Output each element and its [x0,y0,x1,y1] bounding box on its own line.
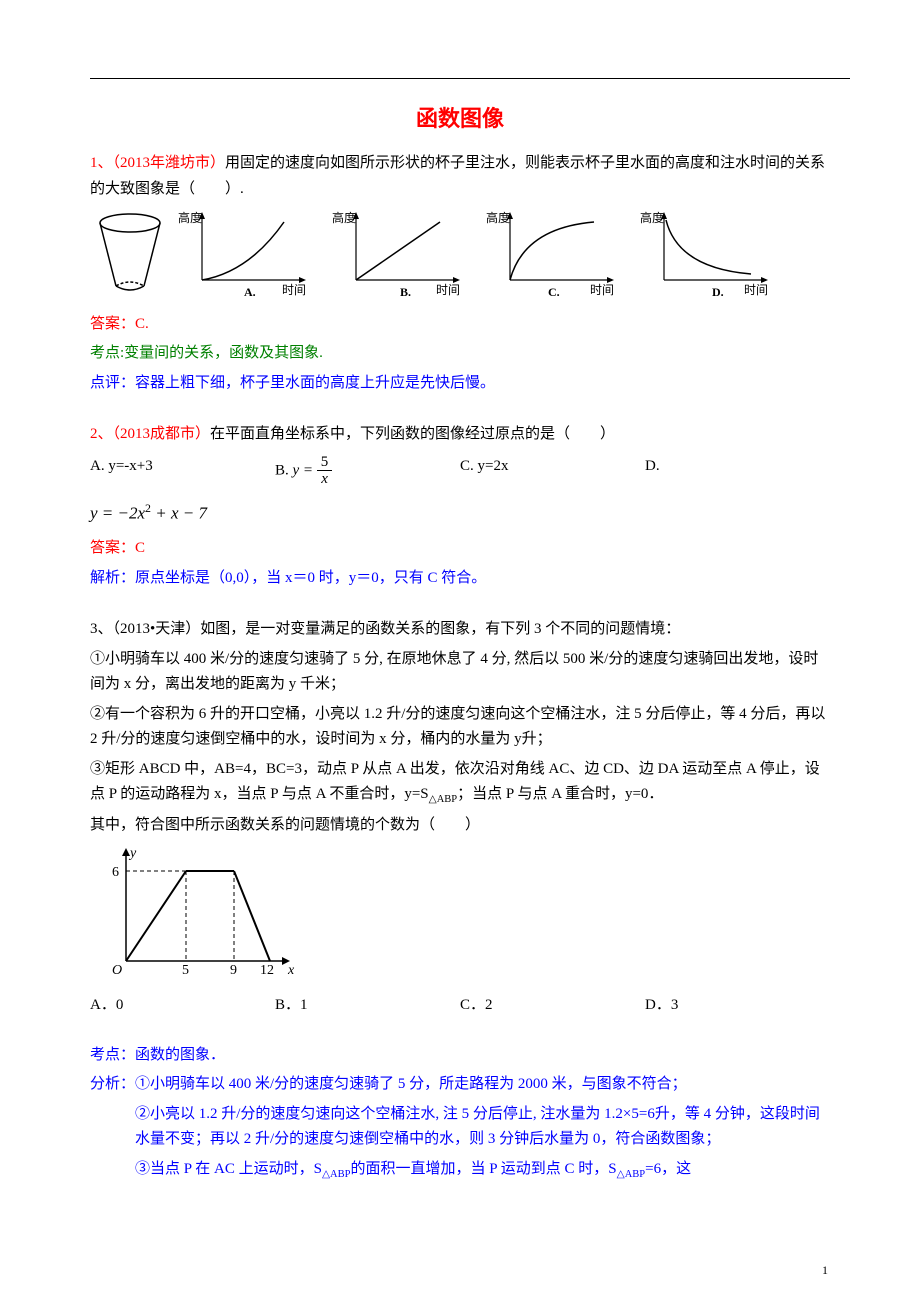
q3-fenxi3: ③当点 P 在 AC 上运动时，S△ABP的面积一直增加，当 P 运动到点 C … [90,1157,830,1184]
svg-text:O: O [112,963,122,978]
svg-text:5: 5 [182,963,189,978]
svg-text:C.: C. [548,285,560,298]
q3-opt-c: C．2 [460,993,645,1019]
q3-options: A．0 B．1 C．2 D．3 [90,993,830,1019]
q1-dianping-value: 容器上粗下细，杯子里水面的高度上升应是先快后慢。 [135,375,495,391]
q3-opt-b: B．1 [275,993,460,1019]
q3-prefix: 3、（2013•天津） [90,621,200,637]
page: 函数图像 1、（2013年潍坊市）用固定的速度向如图所示形状的杯子里注水，则能表… [0,0,920,1302]
q2-options: A. y=-x+3 B. y = 5 x C. y=2x D. [90,454,830,488]
q2-jiexi-label: 解析： [90,570,135,586]
svg-text:时间: 时间 [590,283,614,297]
q3-fenxi3-sub1: △ABP [322,1169,351,1180]
q3-kaodian: 考点：函数的图象．3718684 [90,1043,830,1069]
q2-opt-b: B. y = 5 x [275,454,460,488]
q1-opt-d: 高度 时间 D. [636,208,786,308]
q1-answer: 答案：C. [90,312,830,338]
q1-dianping: 点评：容器上粗下细，杯子里水面的高度上升应是先快后慢。 [90,371,830,397]
q2-answer: 答案：C [90,536,830,562]
q1-kaodian: 考点:变量间的关系，函数及其图象. [90,341,830,367]
q1-kaodian-label: 考点: [90,345,124,361]
q2-opt-b-eq: y = [293,462,314,478]
q3-opt-d: D．3 [645,993,830,1019]
svg-text:12: 12 [260,963,274,978]
q1-opt-a: 高度 时间 A. [174,208,324,308]
q2-answer-value: C [135,540,145,556]
svg-text:6: 6 [112,865,119,880]
q1-kaodian-value: 变量间的关系，函数及其图象. [124,345,323,361]
q1-figures: 高度 时间 A. 高度 时间 B. [90,208,830,308]
q2-opt-c: C. y=2x [460,454,645,488]
q2-jiexi: 解析：原点坐标是（0,0），当 x＝0 时，y＝0，只有 C 符合。 [90,566,830,592]
q2-prefix: 2、（2013成都市） [90,426,210,442]
q1-answer-value: C. [135,316,149,332]
svg-text:y: y [128,846,137,861]
q3-fenxi1-text: ①小明骑车以 400 米/分的速度匀速骑了 5 分，所走路程为 2000 米，与… [135,1076,687,1092]
q3-fenxi-label: 分析： [90,1076,135,1092]
q2-jiexi-value: 原点坐标是（0,0），当 x＝0 时，y＝0，只有 C 符合。 [135,570,486,586]
q2-opt-a: A. y=-x+3 [90,454,275,488]
svg-text:B.: B. [400,285,411,298]
q2-body: 在平面直角坐标系中，下列函数的图像经过原点的是（ ） [210,426,615,442]
q3-p3b: ；当点 P 与点 A 重合时，y=0． [457,786,663,802]
q3-body: 如图，是一对变量满足的函数关系的图象，有下列 3 个不同的问题情境： [200,621,680,637]
q3-fenxi3a: ③当点 P 在 AC 上运动时，S [135,1161,322,1177]
axis-x-label: 时间 [282,283,306,297]
svg-text:A.: A. [244,285,256,298]
q3-fenxi2: ②小亮以 1.2 升/分的速度匀速向这个空桶注水, 注 5 分后停止, 注水量为… [90,1102,830,1153]
q1-cup [90,208,170,308]
svg-text:9: 9 [230,963,237,978]
title-text: 函数图像 [416,106,504,131]
svg-text:x: x [287,963,295,978]
q2-extra-eq: y = −2x2 + x − 7 [90,498,830,529]
q3-p1: ①小明骑车以 400 米/分的速度匀速骑了 5 分, 在原地休息了 4 分, 然… [90,647,830,698]
q2-answer-label: 答案： [90,540,135,556]
q3-fenxi3b: 的面积一直增加，当 P 运动到点 C 时，S [350,1161,616,1177]
q2-opt-d: D. [645,454,830,488]
q3-p2: ②有一个容积为 6 升的开口空桶，小亮以 1.2 升/分的速度匀速向这个空桶注水… [90,702,830,753]
svg-text:D.: D. [712,285,724,298]
svg-text:时间: 时间 [744,283,768,297]
q2-opt-b-den: x [317,471,333,488]
q3-p4: 其中，符合图中所示函数关系的问题情境的个数为（ ） [90,813,830,839]
q2-opt-b-num: 5 [317,454,333,472]
q3-fenxi1: 分析：①小明骑车以 400 米/分的速度匀速骑了 5 分，所走路程为 2000 … [90,1072,830,1098]
q3-kaodian-value: 函数的图象． [135,1047,225,1063]
q2-text: 2、（2013成都市）在平面直角坐标系中，下列函数的图像经过原点的是（ ） [90,422,830,448]
q3-kaodian-label: 考点： [90,1047,135,1063]
document-title: 函数图像 [90,100,830,137]
q1-answer-label: 答案： [90,316,135,332]
page-number: 1 [822,1260,828,1280]
q3-graph: y 6 O 5 9 12 x [90,843,830,988]
q1-opt-b: 高度 时间 B. [328,208,478,308]
q1-opt-c: 高度 时间 C. [482,208,632,308]
q1-prefix: 1、（2013年潍坊市） [90,155,225,171]
svg-text:时间: 时间 [436,283,460,297]
q3-kaodian-code: 3718684 [225,1047,278,1063]
q2-opt-b-pre: B. [275,462,293,478]
q3-p3-sub: △ABP [429,794,458,805]
q3-opt-a: A．0 [90,993,275,1019]
svg-text:高度: 高度 [332,210,356,225]
q3-p3: ③矩形 ABCD 中，AB=4，BC=3，动点 P 从点 A 出发，依次沿对角线… [90,757,830,809]
svg-text:高度: 高度 [640,210,664,225]
q3-fenxi3c: =6，这 [645,1161,691,1177]
svg-text:高度: 高度 [486,210,510,225]
q3-text: 3、（2013•天津）如图，是一对变量满足的函数关系的图象，有下列 3 个不同的… [90,617,830,643]
q1-text: 1、（2013年潍坊市）用固定的速度向如图所示形状的杯子里注水，则能表示杯子里水… [90,151,830,202]
q3-fenxi3-sub2: △ABP [617,1169,646,1180]
axis-y-label: 高度 [178,210,202,225]
q1-dianping-label: 点评： [90,375,135,391]
